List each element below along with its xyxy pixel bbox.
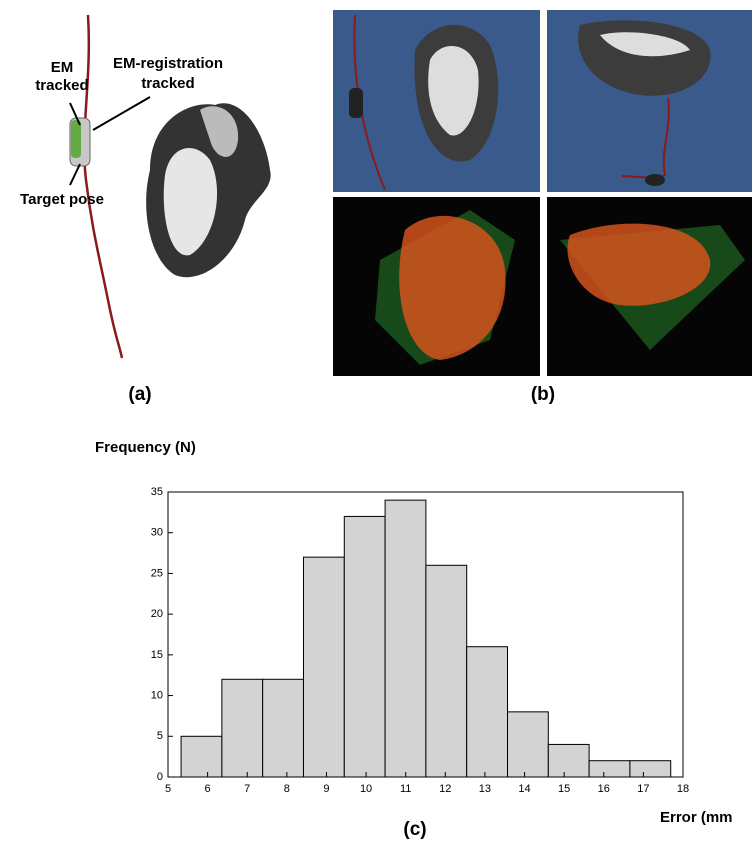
heart-overlay <box>567 223 711 306</box>
label: EM <box>51 59 74 76</box>
x-tick-label: 9 <box>323 783 329 795</box>
caption: (a) <box>128 384 151 405</box>
heart-overlay <box>399 215 506 360</box>
bar <box>507 711 549 778</box>
panel-a: EM tracked EM-registration tracked Targe… <box>20 14 271 405</box>
x-tick-label: 12 <box>439 783 451 795</box>
y-tick-label: 15 <box>151 649 163 661</box>
x-tick-label: 17 <box>637 783 649 795</box>
bar <box>466 646 509 778</box>
x-tick-label: 18 <box>677 783 689 795</box>
x-tick-label: 6 <box>205 783 211 795</box>
bar <box>343 515 386 778</box>
arrow <box>92 96 151 131</box>
catheter-path <box>621 97 670 180</box>
bar <box>221 678 264 778</box>
label: Target pose <box>20 191 104 208</box>
x-tick-label: 14 <box>518 783 530 795</box>
y-tick-label: 0 <box>157 771 163 783</box>
arrow <box>69 102 81 126</box>
catheter-path <box>83 14 124 359</box>
caption: (b) <box>531 384 555 405</box>
x-tick-label: 5 <box>165 783 171 795</box>
x-tick-label: 11 <box>400 783 411 795</box>
x-axis-label: Error (mm <box>660 809 733 826</box>
bar <box>384 499 427 778</box>
y-tick-label: 5 <box>157 730 163 742</box>
x-tick-label: 10 <box>360 783 372 795</box>
y-tick-label: 25 <box>151 567 163 579</box>
arrow <box>69 163 81 186</box>
bar <box>588 760 631 778</box>
x-tick-label: 16 <box>598 783 610 795</box>
bar <box>425 564 468 778</box>
caption: (c) <box>403 819 426 840</box>
bar <box>547 743 590 778</box>
bar <box>262 678 304 778</box>
heart-chamber <box>163 148 218 256</box>
y-axis-label: Frequency (N) <box>95 439 196 456</box>
panel-b: (b) <box>333 10 752 405</box>
em-sensor-tracked <box>71 120 81 158</box>
x-tick-label: 7 <box>244 783 250 795</box>
bar <box>180 735 223 778</box>
label: tracked <box>35 77 88 94</box>
label: tracked <box>141 75 194 92</box>
bar <box>302 556 345 778</box>
y-tick-label: 20 <box>151 608 163 620</box>
x-tick-label: 15 <box>558 783 570 795</box>
label: EM-registration <box>113 55 223 72</box>
heart-chamber <box>428 46 479 136</box>
bar <box>629 760 672 778</box>
sensor <box>645 174 665 186</box>
x-tick-label: 8 <box>284 783 290 795</box>
heart-chamber <box>600 32 690 57</box>
heart-vessel <box>200 106 239 157</box>
axes-frame <box>167 491 684 778</box>
y-tick-label: 35 <box>151 486 163 498</box>
x-tick-label: 13 <box>479 783 491 795</box>
y-tick-label: 30 <box>151 527 163 539</box>
y-tick-label: 10 <box>151 689 163 701</box>
sensor <box>349 88 363 118</box>
